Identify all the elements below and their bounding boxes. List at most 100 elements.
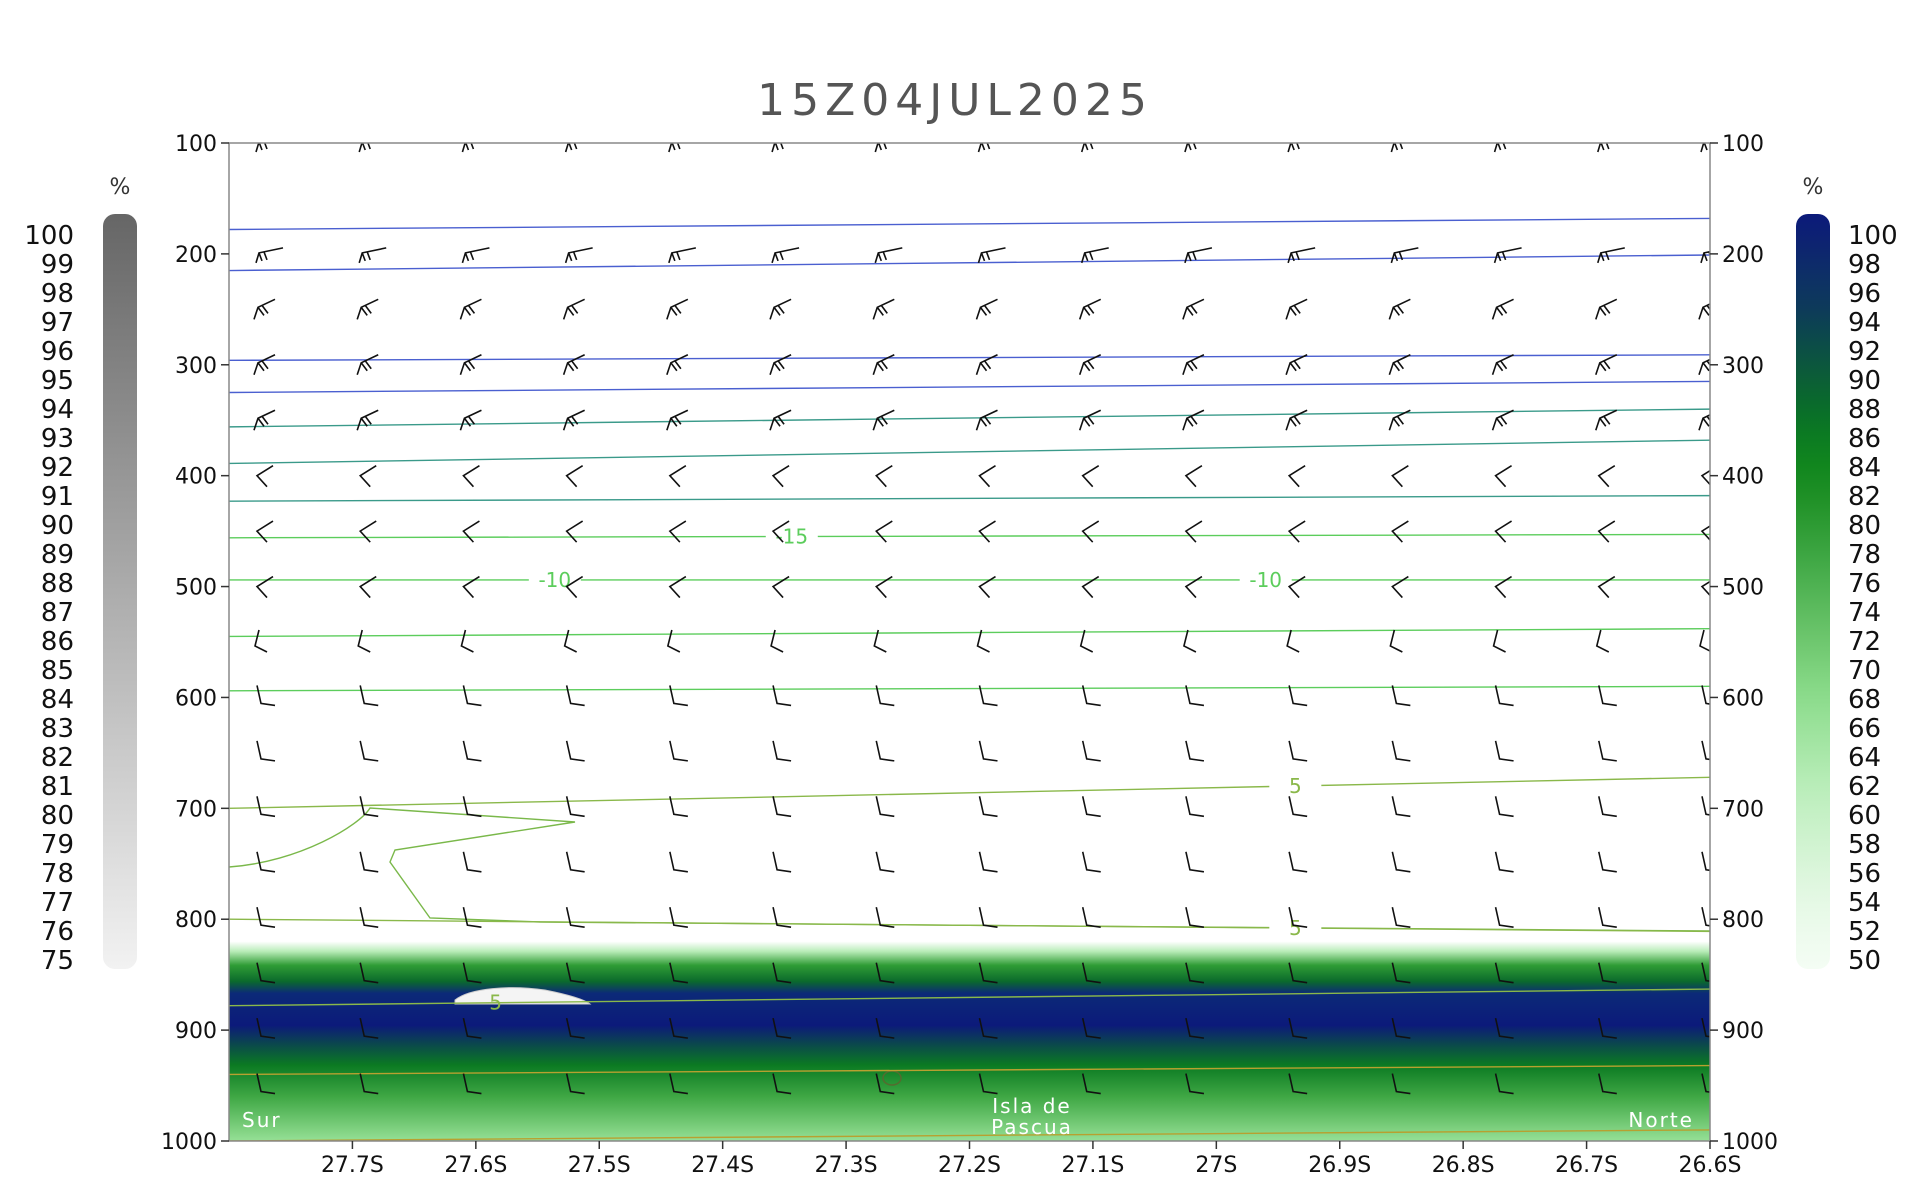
wind-barb — [977, 247, 1006, 264]
plot-area: -15 -10 -10 5 5 5 — [229, 143, 1710, 1141]
wind-barb — [1492, 629, 1506, 653]
wind-barb — [666, 629, 681, 653]
right-colorbar-label: 94 — [1848, 308, 1881, 338]
wind-barb — [1389, 629, 1403, 653]
wind-barb — [256, 907, 276, 929]
wind-barb — [565, 1017, 585, 1039]
x-tick-label: 27.1S — [1061, 1153, 1124, 1178]
wind-barb — [1184, 247, 1213, 264]
wind-barb — [770, 629, 784, 653]
wind-barb — [1701, 1073, 1710, 1093]
left-colorbar-label: 87 — [41, 598, 74, 628]
left-colorbar-labels: 1009998979695949392919089888786858483828… — [24, 221, 74, 976]
wind-barb — [1493, 247, 1522, 264]
y-tick-label-right: 900 — [1722, 1019, 1764, 1044]
wind-barb — [772, 851, 792, 873]
wind-barb — [1597, 520, 1616, 543]
right-colorbar-label: 80 — [1848, 511, 1881, 541]
wind-barb — [1494, 796, 1514, 818]
wind-barb — [253, 354, 276, 376]
isotherm-5-fold — [229, 807, 1710, 932]
x-tick-label: 27S — [1195, 1153, 1237, 1178]
wind-barb — [1700, 580, 1710, 597]
right-colorbar-label: 90 — [1848, 366, 1881, 396]
wind-barb — [978, 962, 998, 984]
wind-barb — [1390, 247, 1419, 264]
wind-barb — [1700, 525, 1710, 542]
isotherm-line — [229, 354, 1710, 362]
wind-barb — [255, 464, 274, 488]
isotherm-label: 5 — [1289, 916, 1302, 940]
wind-barb — [669, 962, 688, 984]
right-colorbar-label: 50 — [1848, 946, 1881, 976]
wind-barb — [1598, 685, 1617, 707]
wind-barb — [1390, 143, 1404, 153]
wind-barb — [668, 143, 681, 153]
wind-barb — [359, 1017, 379, 1039]
isotherm-label: -10 — [538, 568, 571, 592]
wind-barb — [666, 298, 689, 320]
isotherm-label: -10 — [1249, 568, 1282, 592]
wind-barb — [1391, 685, 1411, 707]
left-colorbar-label: 80 — [41, 801, 74, 831]
wind-barb — [872, 354, 895, 376]
wind-barb — [875, 520, 893, 543]
wind-barb — [562, 298, 585, 320]
wind-barb — [1701, 796, 1710, 816]
wind-barb — [1288, 796, 1308, 818]
isotherms-group: -15 -10 -10 5 5 5 — [229, 217, 1710, 1141]
right-colorbar-label: 54 — [1848, 888, 1881, 918]
wind-barb — [1391, 464, 1409, 488]
isotherm-label-bg — [1269, 773, 1322, 796]
y-tick-label-right: 300 — [1722, 354, 1764, 379]
wind-barb — [771, 143, 784, 153]
wind-barb — [875, 1073, 895, 1095]
humidity-patch-gray — [454, 987, 592, 1005]
wind-barb — [666, 354, 689, 376]
wind-barb — [564, 247, 593, 264]
wind-barb — [1185, 796, 1205, 818]
wind-barb — [1494, 464, 1512, 488]
left-colorbar-label: 83 — [41, 714, 74, 744]
wind-barb — [1081, 685, 1101, 707]
wind-barb — [1185, 907, 1205, 929]
right-colorbar-labels: 1009896949290888684828078767472706866646… — [1848, 221, 1898, 976]
wind-barb — [669, 685, 688, 707]
wind-barb — [1285, 298, 1308, 320]
right-colorbar-label: 64 — [1848, 743, 1881, 773]
left-colorbar-label: 97 — [41, 308, 74, 338]
left-colorbar-label: 96 — [41, 337, 74, 367]
wind-barb — [1391, 740, 1411, 762]
x-tick-label: 27.2S — [938, 1153, 1001, 1178]
wind-barb — [565, 740, 585, 762]
left-colorbar-label: 94 — [41, 395, 74, 425]
wind-barb — [1388, 354, 1411, 376]
right-colorbar-label: 86 — [1848, 424, 1881, 454]
right-colorbar-label: 84 — [1848, 453, 1881, 483]
wind-barb — [1391, 1073, 1411, 1095]
wind-barb — [253, 298, 276, 320]
wind-barb — [1184, 575, 1203, 599]
wind-barb — [769, 354, 792, 376]
isotherm-line — [229, 494, 1710, 502]
y-tick-label-left: 700 — [175, 797, 217, 822]
wind-barb — [1182, 354, 1205, 376]
wind-barb — [772, 1073, 792, 1095]
wind-barb — [1081, 962, 1101, 984]
wind-barb — [256, 1017, 276, 1039]
right-colorbar-label: 62 — [1848, 772, 1881, 802]
wind-barb — [771, 247, 800, 264]
left-colorbar-label: 100 — [24, 221, 74, 251]
right-colorbar-label: 96 — [1848, 279, 1881, 309]
wind-barb — [769, 298, 792, 320]
wind-barb — [1391, 962, 1411, 984]
wind-barb — [1285, 409, 1308, 431]
y-tick-label-left: 1000 — [161, 1130, 217, 1155]
right-colorbar-label: 76 — [1848, 569, 1881, 599]
isotherm-line — [229, 988, 1710, 1007]
wind-barb — [874, 247, 903, 264]
wind-barb — [1491, 354, 1514, 376]
y-tick-label-left: 500 — [175, 576, 217, 601]
wind-barb — [1494, 685, 1514, 707]
left-colorbar-label: 86 — [41, 627, 74, 657]
